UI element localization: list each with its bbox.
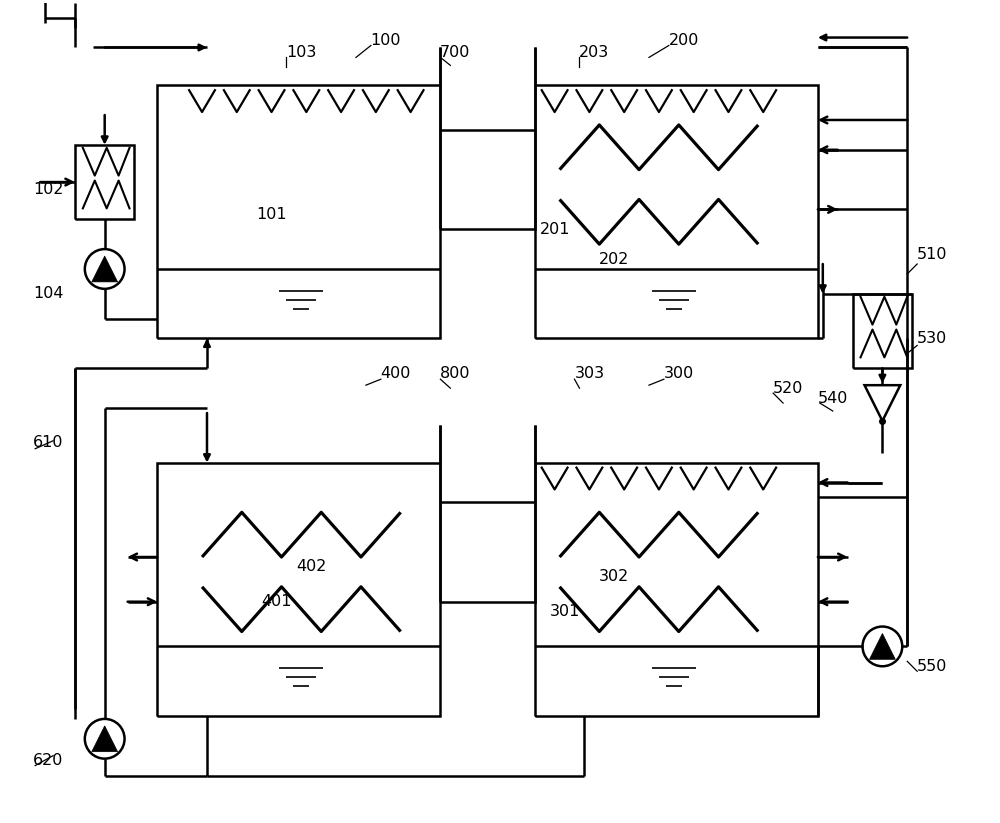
- Text: 550: 550: [917, 658, 947, 674]
- Text: 202: 202: [599, 252, 629, 267]
- Text: 540: 540: [818, 391, 848, 406]
- Text: 530: 530: [917, 331, 947, 346]
- Text: 610: 610: [33, 435, 63, 450]
- Text: 200: 200: [669, 33, 699, 48]
- Text: 303: 303: [574, 365, 604, 381]
- Text: 103: 103: [286, 45, 317, 60]
- Text: 401: 401: [261, 594, 292, 609]
- Polygon shape: [869, 634, 895, 659]
- Text: 201: 201: [539, 221, 570, 237]
- Text: 104: 104: [33, 286, 63, 301]
- Text: 510: 510: [917, 247, 947, 262]
- Text: 620: 620: [33, 753, 63, 768]
- Text: 800: 800: [440, 365, 471, 381]
- Text: 400: 400: [381, 365, 411, 381]
- Text: 100: 100: [371, 33, 401, 48]
- Polygon shape: [92, 256, 118, 282]
- Text: 402: 402: [296, 560, 326, 574]
- Text: 203: 203: [579, 45, 609, 60]
- Text: 101: 101: [256, 207, 287, 222]
- Text: 102: 102: [33, 182, 63, 197]
- Text: 520: 520: [773, 381, 803, 396]
- Text: 302: 302: [599, 570, 629, 584]
- Text: 301: 301: [549, 604, 580, 619]
- Polygon shape: [92, 726, 118, 751]
- Text: 700: 700: [440, 45, 470, 60]
- Text: 300: 300: [664, 365, 694, 381]
